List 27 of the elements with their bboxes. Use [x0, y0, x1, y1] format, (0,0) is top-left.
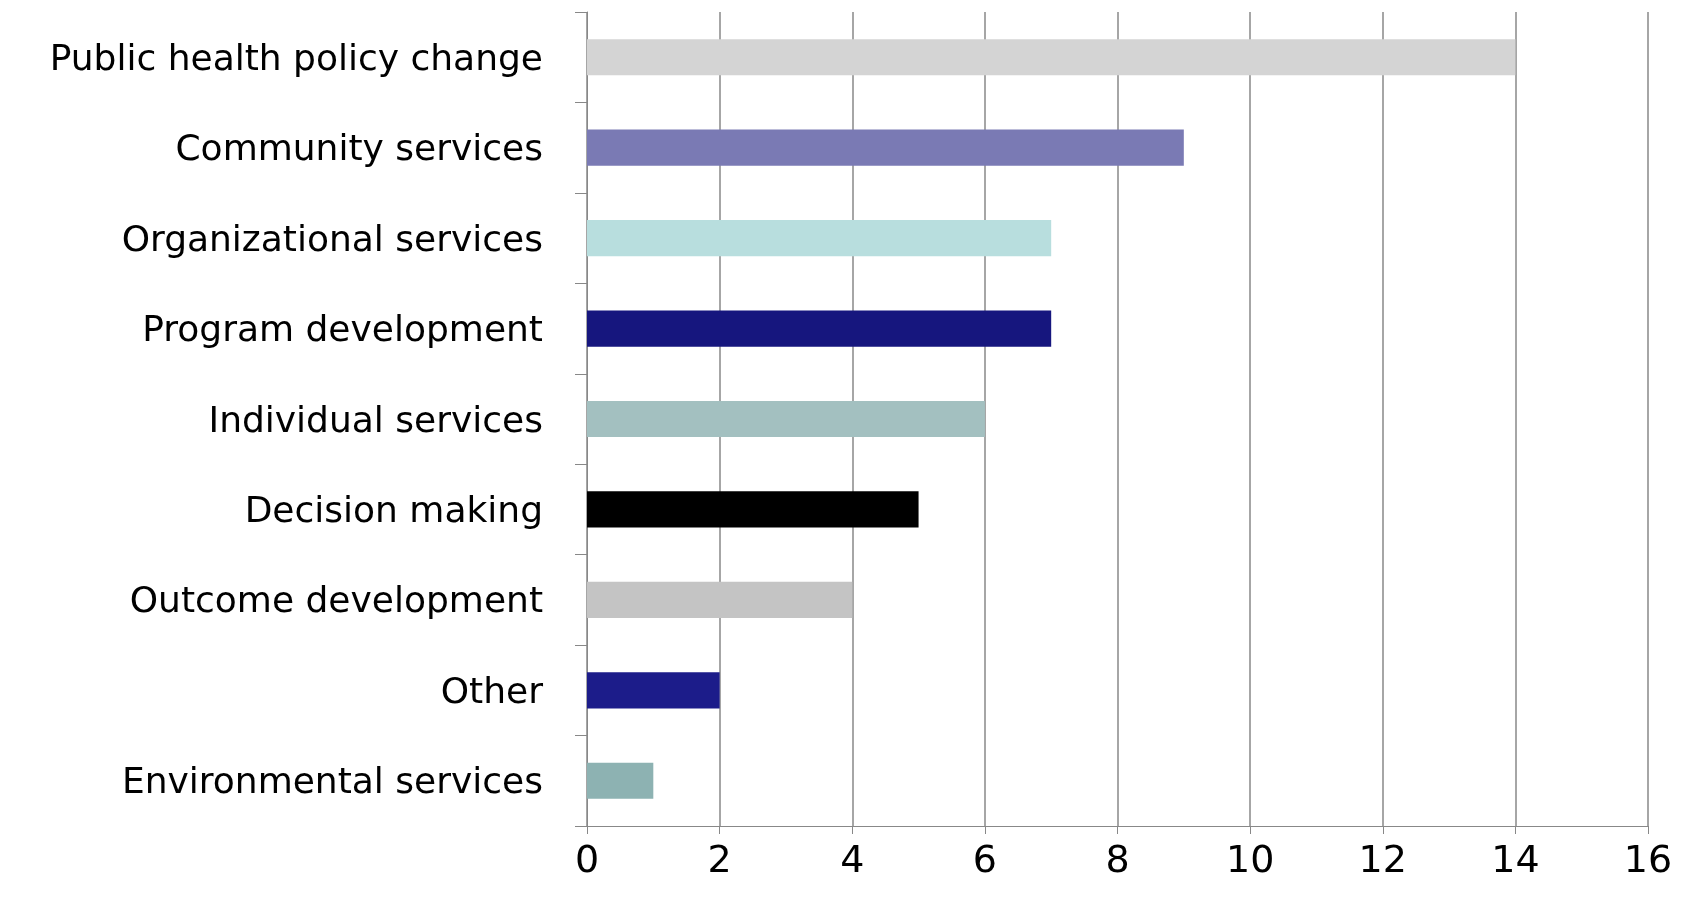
bar: [587, 581, 853, 618]
y-tick-label: Individual services: [208, 398, 543, 440]
bar: [587, 129, 1184, 166]
y-tick-label: Outcome development: [129, 579, 543, 621]
y-tick-label: Organizational services: [121, 217, 543, 259]
x-tick-label: 10: [1225, 837, 1275, 881]
y-tick-label: Community services: [175, 127, 543, 169]
x-tick-label: 2: [707, 837, 732, 881]
y-tick-label: Public health policy change: [49, 36, 543, 78]
x-tick-label: 14: [1491, 837, 1540, 881]
x-tick-label: 8: [1105, 837, 1130, 881]
bar: [587, 491, 919, 528]
bar: [587, 672, 720, 709]
x-tick-label: 12: [1358, 837, 1407, 881]
y-tick-label: Program development: [142, 308, 543, 350]
bar: [587, 400, 985, 438]
bar: [587, 762, 654, 799]
y-tick-label: Environmental services: [121, 760, 543, 802]
bar: [587, 310, 1052, 347]
x-tick-label: 16: [1623, 837, 1673, 881]
x-tick-label: 4: [840, 837, 865, 881]
x-tick-label: 0: [574, 837, 600, 881]
x-tick-label: 6: [972, 837, 997, 881]
y-tick-label: Decision making: [244, 488, 543, 530]
bar: [587, 220, 1052, 257]
y-tick-label: Other: [440, 669, 544, 711]
bar: [587, 39, 1516, 76]
